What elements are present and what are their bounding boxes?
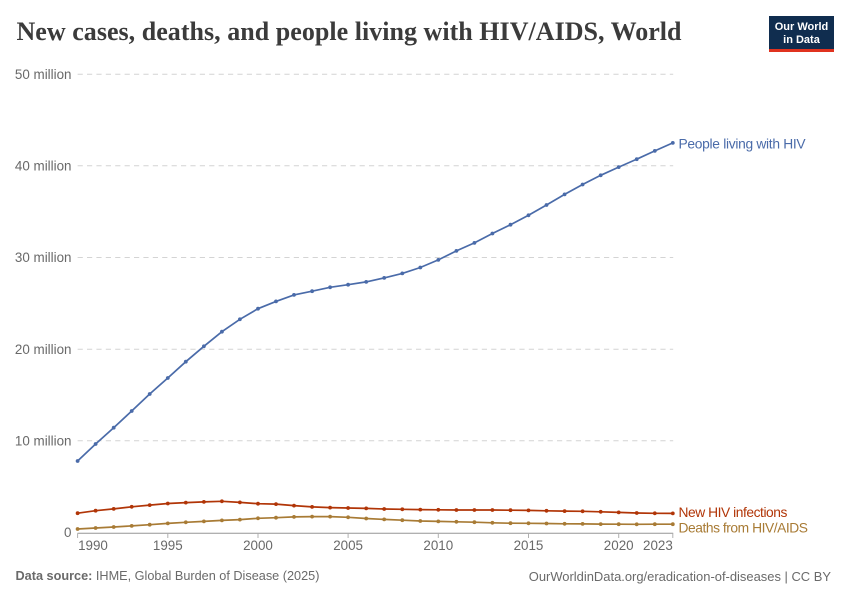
svg-text:0: 0 bbox=[64, 525, 71, 540]
svg-text:2010: 2010 bbox=[423, 538, 453, 553]
svg-text:2000: 2000 bbox=[243, 538, 273, 553]
svg-text:2020: 2020 bbox=[604, 538, 634, 553]
svg-text:People living with HIV: People living with HIV bbox=[679, 137, 807, 152]
svg-text:Deaths from HIV/AIDS: Deaths from HIV/AIDS bbox=[679, 521, 808, 536]
svg-text:50 million: 50 million bbox=[15, 67, 72, 82]
svg-text:40 million: 40 million bbox=[15, 158, 72, 173]
svg-text:2023: 2023 bbox=[643, 538, 673, 553]
svg-text:New HIV infections: New HIV infections bbox=[679, 505, 788, 520]
svg-text:10 million: 10 million bbox=[15, 433, 72, 448]
svg-text:1995: 1995 bbox=[153, 538, 183, 553]
svg-text:2015: 2015 bbox=[514, 538, 544, 553]
svg-text:20 million: 20 million bbox=[15, 342, 72, 357]
svg-text:1990: 1990 bbox=[78, 538, 108, 553]
svg-text:2005: 2005 bbox=[333, 538, 363, 553]
svg-text:30 million: 30 million bbox=[15, 250, 72, 265]
